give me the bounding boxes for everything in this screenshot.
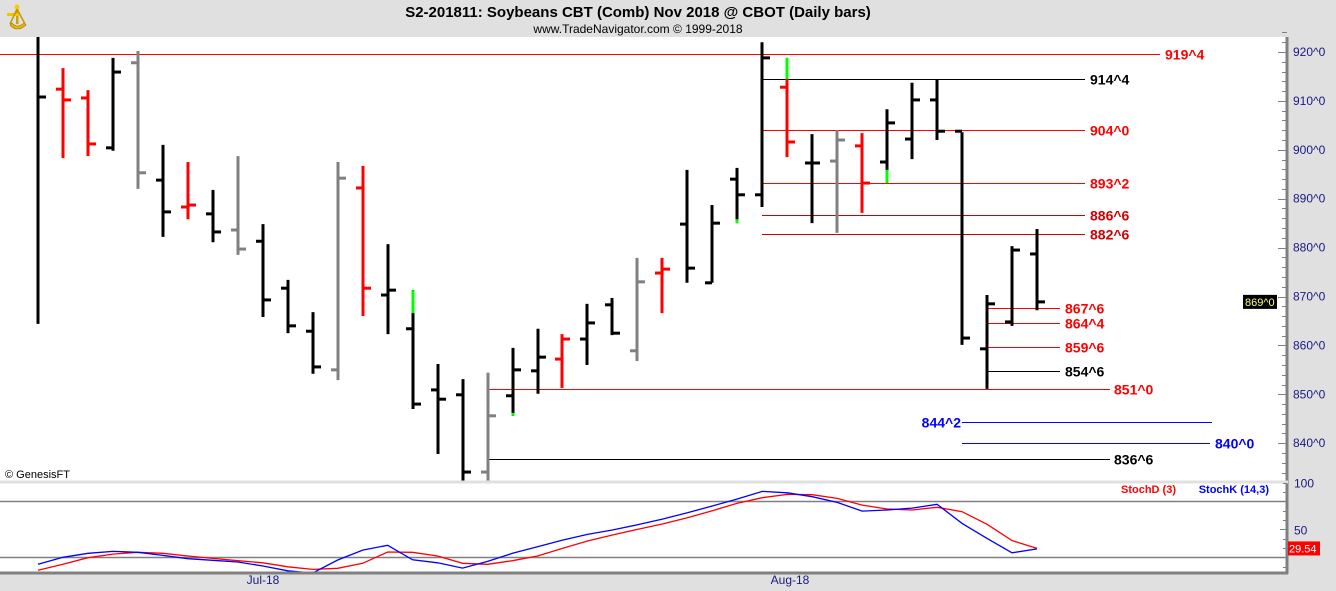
- ohlc-bar: [1005, 246, 1020, 326]
- last-stoch-label: 29.54: [1289, 543, 1317, 555]
- price-tick-label: 900^0: [1293, 143, 1326, 157]
- stoch-tick-label: 50: [1294, 523, 1308, 537]
- ohlc-bar: [830, 130, 845, 233]
- ohlc-bar: [680, 169, 695, 283]
- sextant-icon: [7, 4, 27, 30]
- ohlc-bar: [980, 295, 995, 389]
- ohlc-bar: [131, 51, 146, 189]
- ohlc-bar: [506, 347, 521, 416]
- ohlc-bar: [855, 133, 870, 213]
- ohlc-bar: [306, 312, 321, 374]
- level-label: 886^6: [1090, 208, 1130, 224]
- ohlc-bar: [955, 129, 970, 345]
- level-label: 864^4: [1065, 316, 1105, 332]
- ohlc-bar: [605, 297, 620, 336]
- legend-stochd: StochD (3): [1121, 484, 1176, 496]
- ohlc-bar: [56, 68, 71, 159]
- price-bars: [36, 37, 1045, 481]
- ohlc-bar: [730, 167, 745, 224]
- level-label: 893^2: [1090, 176, 1130, 192]
- level-label: 851^0: [1114, 382, 1154, 398]
- ohlc-bar: [406, 290, 421, 409]
- ohlc-bar: [106, 57, 121, 151]
- level-lines: [0, 54, 1212, 460]
- level-label: 914^4: [1090, 72, 1130, 88]
- ohlc-bar: [231, 156, 246, 255]
- ohlc-bar: [580, 303, 595, 365]
- copyright-text: © GenesisFT: [5, 469, 70, 481]
- price-axis[interactable]: 840^0 850^0 860^0 870^0 880^0 890^0 900^0 910^0…: [1278, 32, 1326, 474]
- ohlc-bar: [36, 37, 46, 324]
- legend-stochk: StochK (14,3): [1199, 484, 1270, 496]
- price-pane[interactable]: [0, 37, 1287, 481]
- last-price-tag: 869^0: [1243, 294, 1277, 309]
- level-label: 840^0: [1215, 436, 1255, 452]
- stoch-tick-label: 100: [1294, 477, 1314, 491]
- level-label: 836^6: [1114, 452, 1154, 468]
- price-tick-label: 910^0: [1293, 94, 1326, 108]
- stochd-line: [37, 493, 1038, 571]
- ohlc-bar: [1030, 229, 1045, 311]
- stochastic-axis[interactable]: 100 50: [1280, 477, 1314, 568]
- ohlc-bar: [755, 42, 770, 208]
- ohlc-bar: [281, 279, 296, 334]
- last-price-label: 869^0: [1245, 297, 1275, 309]
- ohlc-bar: [206, 189, 221, 243]
- ohlc-bar: [630, 257, 645, 362]
- chart-title: S2-201811: Soybeans CBT (Comb) Nov 2018 …: [405, 4, 871, 21]
- stochk-line: [37, 490, 1038, 574]
- level-label: 882^6: [1090, 227, 1130, 243]
- stochastic-lines: [0, 490, 1287, 574]
- price-tick-label: 860^0: [1293, 338, 1326, 352]
- time-tick-label: Aug-18: [771, 573, 810, 587]
- last-stoch-tag: 29.54: [1288, 541, 1320, 556]
- ohlc-bar: [381, 244, 396, 335]
- ohlc-bar: [156, 144, 171, 237]
- ohlc-bar: [655, 257, 670, 314]
- level-label: 904^0: [1090, 123, 1130, 139]
- ohlc-bar: [181, 162, 196, 220]
- ohlc-bar: [456, 379, 471, 481]
- ohlc-bar: [780, 57, 795, 158]
- level-labels: 919^4 914^4 904^0 893^2 886^6 882^6 867^6864^4…: [922, 47, 1255, 468]
- level-label: 919^4: [1165, 47, 1205, 63]
- price-tick-label: 850^0: [1293, 387, 1326, 401]
- ohlc-bar: [531, 328, 546, 394]
- ohlc-bar: [805, 134, 820, 224]
- chart-subtitle: www.TradeNavigator.com © 1999-2018: [532, 22, 742, 36]
- ohlc-bar: [256, 224, 271, 318]
- level-label: 854^6: [1065, 364, 1105, 380]
- price-tick-label: 840^0: [1293, 436, 1326, 450]
- level-label: 859^6: [1065, 340, 1105, 356]
- level-label: 867^6: [1065, 301, 1105, 317]
- price-tick-label: 880^0: [1293, 241, 1326, 255]
- ohlc-bar: [81, 90, 96, 157]
- price-tick-label: 890^0: [1293, 192, 1326, 206]
- time-tick-label: Jul-18: [247, 573, 280, 587]
- ohlc-bar: [331, 162, 346, 381]
- price-tick-label: 920^0: [1293, 45, 1326, 59]
- ohlc-bar: [555, 334, 570, 388]
- ohlc-bar: [356, 165, 371, 317]
- ohlc-bar: [705, 205, 720, 285]
- level-label: 844^2: [922, 415, 962, 431]
- ohlc-bar: [905, 82, 920, 160]
- price-tick-label: 870^0: [1293, 290, 1326, 304]
- ohlc-bar: [431, 363, 446, 454]
- ohlc-bar: [880, 109, 895, 184]
- time-axis[interactable]: Jul-18 Aug-18: [247, 573, 810, 587]
- ohlc-bar: [930, 79, 945, 141]
- ohlc-bar: [481, 372, 496, 481]
